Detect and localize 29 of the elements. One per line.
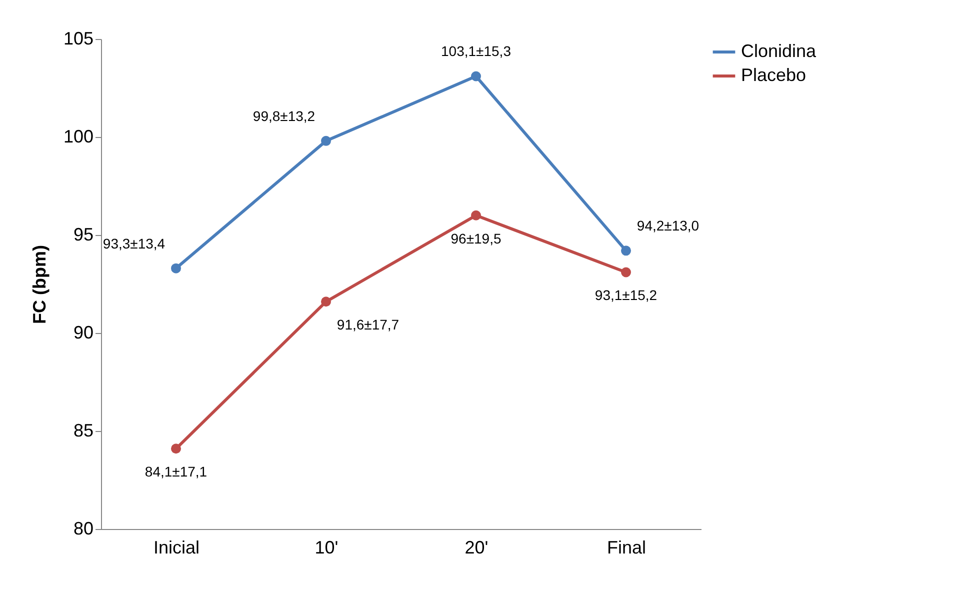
y-tick-label: 95: [73, 224, 94, 244]
y-tick-label: 100: [63, 126, 94, 146]
x-tick-label: 10': [314, 538, 338, 558]
y-tick-label: 85: [73, 420, 94, 440]
data-label: 93,3±13,4: [102, 235, 166, 252]
legend-label: Placebo: [741, 65, 806, 85]
data-label: 91,6±17,7: [336, 316, 400, 333]
y-tick-label: 90: [73, 322, 94, 342]
y-tick-label: 80: [73, 518, 94, 538]
point: [171, 263, 181, 274]
data-label: 84,1±17,1: [144, 464, 208, 480]
data-label: 96±19,5: [450, 230, 502, 246]
point: [621, 267, 631, 278]
legend-label: Clonidina: [741, 41, 818, 61]
x-tick-label: 20': [464, 538, 488, 558]
point: [321, 136, 331, 146]
point: [621, 246, 631, 256]
point: [321, 296, 331, 307]
data-label: 99,8±13,2: [252, 108, 316, 124]
point: [471, 71, 481, 82]
x-tick-label: Inicial: [153, 538, 200, 558]
y-axis-title: FC (bpm): [29, 245, 50, 324]
point: [171, 444, 181, 454]
x-tick-label: Final: [606, 538, 646, 558]
data-label: 93,1±15,2: [594, 287, 658, 304]
data-label: 103,1±15,3: [441, 43, 512, 60]
y-tick-label: 105: [63, 28, 94, 48]
point: [471, 210, 481, 220]
data-label: 94,2±13,0: [636, 218, 700, 234]
